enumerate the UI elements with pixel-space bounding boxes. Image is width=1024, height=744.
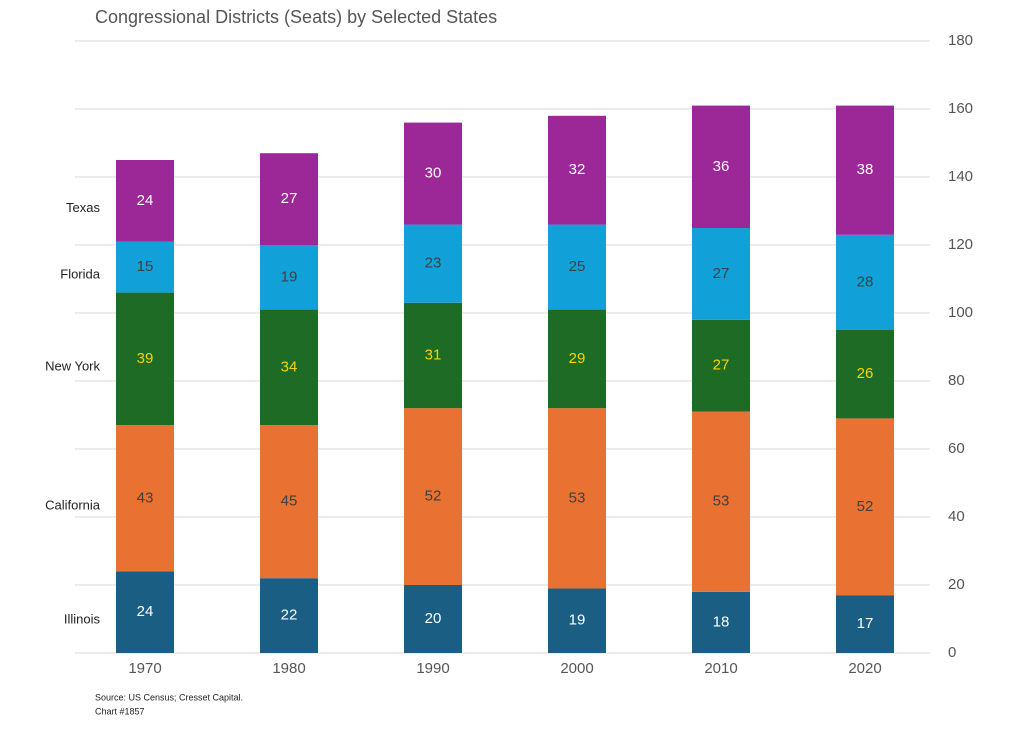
bar-segment xyxy=(404,224,462,303)
bar-segment xyxy=(260,245,318,310)
bar-segment xyxy=(260,578,318,653)
data-label: 52 xyxy=(857,498,874,515)
bar-segment xyxy=(260,309,318,426)
bar-segment xyxy=(692,411,750,592)
data-label: 32 xyxy=(569,161,586,178)
data-label: 29 xyxy=(569,350,586,367)
y-tick-label: 160 xyxy=(948,100,973,117)
data-label: 24 xyxy=(137,192,154,209)
data-label: 28 xyxy=(857,273,874,290)
data-label: 17 xyxy=(857,615,874,632)
bar-segment xyxy=(548,224,606,310)
data-label: 27 xyxy=(713,265,730,282)
data-label: 43 xyxy=(137,489,154,506)
legend-label: Illinois xyxy=(64,612,101,627)
data-label: 52 xyxy=(425,488,442,505)
data-label: 25 xyxy=(569,258,586,275)
legend-label: California xyxy=(45,498,101,513)
data-label: 38 xyxy=(857,161,874,178)
data-label: 27 xyxy=(281,190,298,207)
bar-segment xyxy=(548,309,606,409)
chart-title: Congressional Districts (Seats) by Selec… xyxy=(95,7,497,27)
bar-segment xyxy=(548,588,606,653)
x-tick-label: 1970 xyxy=(128,660,161,677)
note: Chart #1857 xyxy=(95,706,145,716)
legend-label: Texas xyxy=(66,200,100,215)
bar-segment xyxy=(836,595,894,653)
bar-segment xyxy=(548,115,606,225)
bar-segment xyxy=(116,160,174,242)
bar-segment xyxy=(692,105,750,228)
bar-segment xyxy=(404,122,462,225)
data-label: 30 xyxy=(425,165,442,182)
bar-segment xyxy=(692,228,750,320)
x-tick-label: 2010 xyxy=(704,660,737,677)
bar-segment xyxy=(116,571,174,653)
data-label: 39 xyxy=(137,350,154,367)
data-label: 31 xyxy=(425,346,442,363)
bar-segment xyxy=(548,408,606,589)
data-label: 53 xyxy=(713,493,730,510)
data-label: 24 xyxy=(137,603,154,620)
data-label: 34 xyxy=(281,358,298,375)
x-tick-label: 2000 xyxy=(560,660,593,677)
y-tick-label: 20 xyxy=(948,576,965,593)
y-tick-label: 0 xyxy=(948,644,956,661)
data-label: 36 xyxy=(713,158,730,175)
bar-segment xyxy=(692,591,750,653)
y-tick-label: 40 xyxy=(948,508,965,525)
x-tick-label: 2020 xyxy=(848,660,881,677)
y-tick-label: 180 xyxy=(948,32,973,49)
bar-segment xyxy=(116,292,174,426)
legend-label: Florida xyxy=(60,267,101,282)
y-tick-label: 140 xyxy=(948,168,973,185)
data-label: 23 xyxy=(425,255,442,272)
bar-segment xyxy=(116,425,174,572)
data-label: 26 xyxy=(857,365,874,382)
data-label: 18 xyxy=(713,613,730,630)
bar-segment xyxy=(404,585,462,653)
source: Source: US Census; Cresset Capital. xyxy=(95,692,243,702)
bar-segment xyxy=(836,418,894,596)
data-label: 45 xyxy=(281,493,298,510)
bar-segment xyxy=(836,234,894,330)
data-label: 27 xyxy=(713,357,730,374)
y-tick-label: 100 xyxy=(948,304,973,321)
bar-segment xyxy=(116,241,174,293)
bar-segment xyxy=(260,425,318,579)
y-tick-label: 80 xyxy=(948,372,965,389)
x-tick-label: 1980 xyxy=(272,660,305,677)
data-label: 19 xyxy=(569,612,586,629)
data-label: 15 xyxy=(137,258,154,275)
legend-label: New York xyxy=(45,358,100,373)
y-tick-label: 60 xyxy=(948,440,965,457)
y-tick-label: 120 xyxy=(948,236,973,253)
bar-segment xyxy=(260,153,318,245)
bar-segment xyxy=(692,319,750,412)
bar-segment xyxy=(836,330,894,419)
data-label: 20 xyxy=(425,610,442,627)
bar-segment xyxy=(404,408,462,585)
bar-segment xyxy=(836,105,894,235)
x-tick-label: 1990 xyxy=(416,660,449,677)
data-label: 22 xyxy=(281,607,298,624)
bar-segment xyxy=(404,302,462,409)
data-label: 19 xyxy=(281,268,298,285)
data-label: 53 xyxy=(569,489,586,506)
